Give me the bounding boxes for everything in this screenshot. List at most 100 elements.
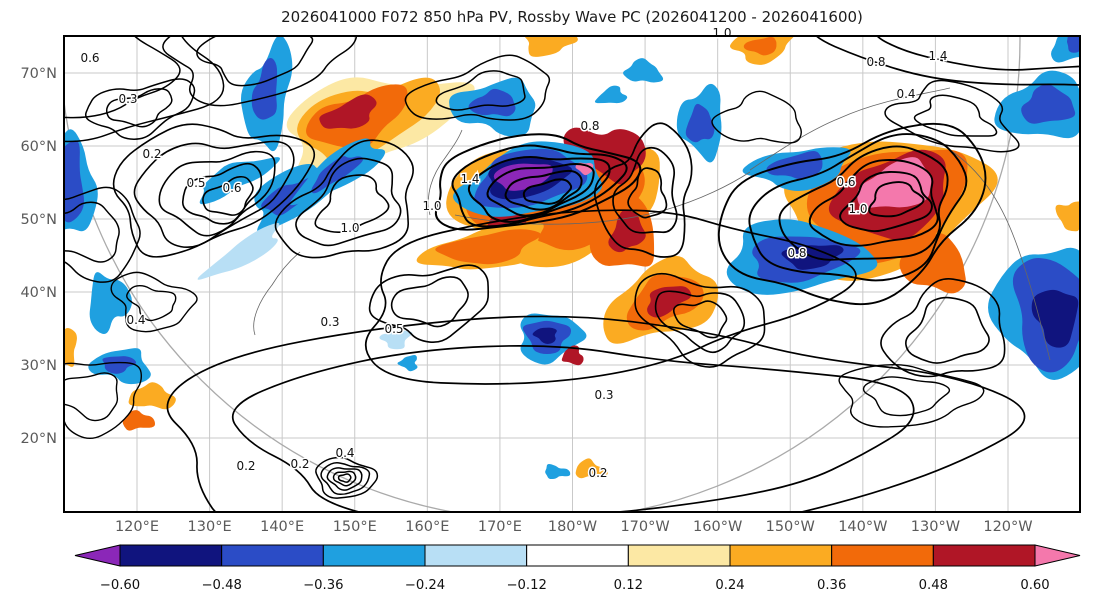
contour-label: 0.2 [236,459,255,473]
colorbar-segment [221,544,324,567]
contour-label: 1.4 [460,172,479,186]
colorbar-tick-label: 0.60 [1020,578,1049,593]
contour-label: 0.4 [126,313,145,327]
shaded-blob [1021,84,1076,124]
x-tick-label: 120°W [983,519,1032,535]
shaded-blob [311,156,364,194]
contour-ring [634,272,766,368]
y-tick-label: 30°N [20,358,57,374]
x-tick-label: 160°E [405,519,449,535]
contour-ring [884,79,1020,153]
x-axis-tick-labels: 120°E 130°E 140°E 150°E 160°E 170°E 180°W 170°W… [115,519,1033,535]
contour-label: 0.3 [594,388,613,402]
colorbar: −0.60 −0.48 −0.36 −0.24 −0.12 0.12 0.24 0.36 0.4… [74,544,1081,593]
colorbar-segment [424,544,528,567]
colorbar-segment [322,544,426,567]
contour-ring [326,467,363,491]
y-tick-label: 50°N [20,212,57,228]
shaded-blob [64,328,77,367]
contour-ring [332,470,357,487]
shaded-blob [647,286,692,318]
shaded-blob [685,103,715,143]
contour-ring [627,167,668,219]
contour-ring [126,284,177,322]
contour-lines [64,36,1080,512]
colorbar-tick-label: 0.12 [614,578,643,593]
x-tick-label: 130°E [188,519,232,535]
x-tick-label: 140°W [838,519,887,535]
shaded-blob [743,36,777,56]
contour-ring [84,78,196,140]
colorbar-tick-label: 0.36 [817,578,846,593]
shaded-blob [64,140,84,223]
contour-label: 0.8 [866,55,885,69]
contour-ring [522,178,573,205]
shaded-blob [594,85,628,104]
contour-label: 1.0 [712,26,731,40]
contour-ring [64,372,119,422]
colorbar-segment [119,544,223,567]
plot-border [63,35,1081,513]
contour-ring [64,186,141,283]
contour-ring [196,36,314,87]
shaded-blob [1067,36,1080,53]
shaded-blob [122,410,156,431]
contour-label: 1.0 [848,202,867,216]
contour-labels: 0.6 0.3 0.2 0.5 0.6 1.0 0.3 0.5 0.2 1.4 1.0 0.8 0.3 0… [79,25,949,482]
contour-ring [838,363,985,428]
contour-ring [839,171,933,233]
contour-ring [711,90,802,144]
contour-label: 0.3 [320,315,339,329]
contour-ring [815,36,1080,86]
contour-label: 0.6 [80,51,99,65]
x-tick-label: 130°W [911,519,960,535]
contour-ring [64,201,120,263]
contour-label: 0.3 [118,92,137,106]
contour-label: 0.6 [836,175,855,189]
shaded-blob [524,36,578,57]
contour-ring [862,376,951,417]
contour-ring [202,175,254,216]
contour-ring [314,174,390,233]
contour-ring [390,276,469,328]
contour-label: 0.4 [335,446,354,460]
contour-ring [364,209,857,385]
y-tick-label: 40°N [20,285,57,301]
chart-title: 2026041000 F072 850 hPa PV, Rossby Wave … [281,8,863,26]
shaded-blob [766,150,823,180]
y-axis-tick-labels: 70°N 60°N 50°N 40°N 30°N 20°N [20,66,57,447]
shaded-blob [545,463,571,480]
contour-ring [64,36,225,143]
contour-ring [717,122,987,306]
contour-ring [64,361,143,440]
colorbar-tick-label: −0.48 [201,578,241,593]
contour-ring [404,54,551,121]
contour-ring [913,94,998,137]
y-tick-label: 70°N [20,66,57,82]
contour-ring [808,159,939,247]
contour-ring [672,300,728,339]
colorbar-tick-label: −0.24 [405,578,445,593]
shaded-blob [575,458,608,479]
colorbar-over-arrow [1034,544,1081,567]
contour-ring [748,133,968,282]
colorbar-tick-label: −0.60 [100,578,140,593]
shaded-blob [608,209,646,253]
x-tick-label: 180°W [548,519,597,535]
contour-ring [654,290,746,354]
shaded-blob [128,382,176,410]
x-tick-label: 150°E [333,519,377,535]
colorbar-tick-label: 0.48 [919,578,948,593]
contour-label: 1.0 [340,221,359,235]
shaded-blob [251,58,278,120]
contour-ring [274,139,414,259]
contour-ring [868,181,925,218]
contour-label: 0.5 [384,322,403,336]
great-circle [64,36,1021,512]
y-tick-label: 20°N [20,431,57,447]
contour-ring [612,146,678,234]
colorbar-tick-label: 0.24 [715,578,744,593]
x-tick-label: 160°W [693,519,742,535]
shaded-blob [319,94,377,129]
contour-ring [876,36,1080,71]
